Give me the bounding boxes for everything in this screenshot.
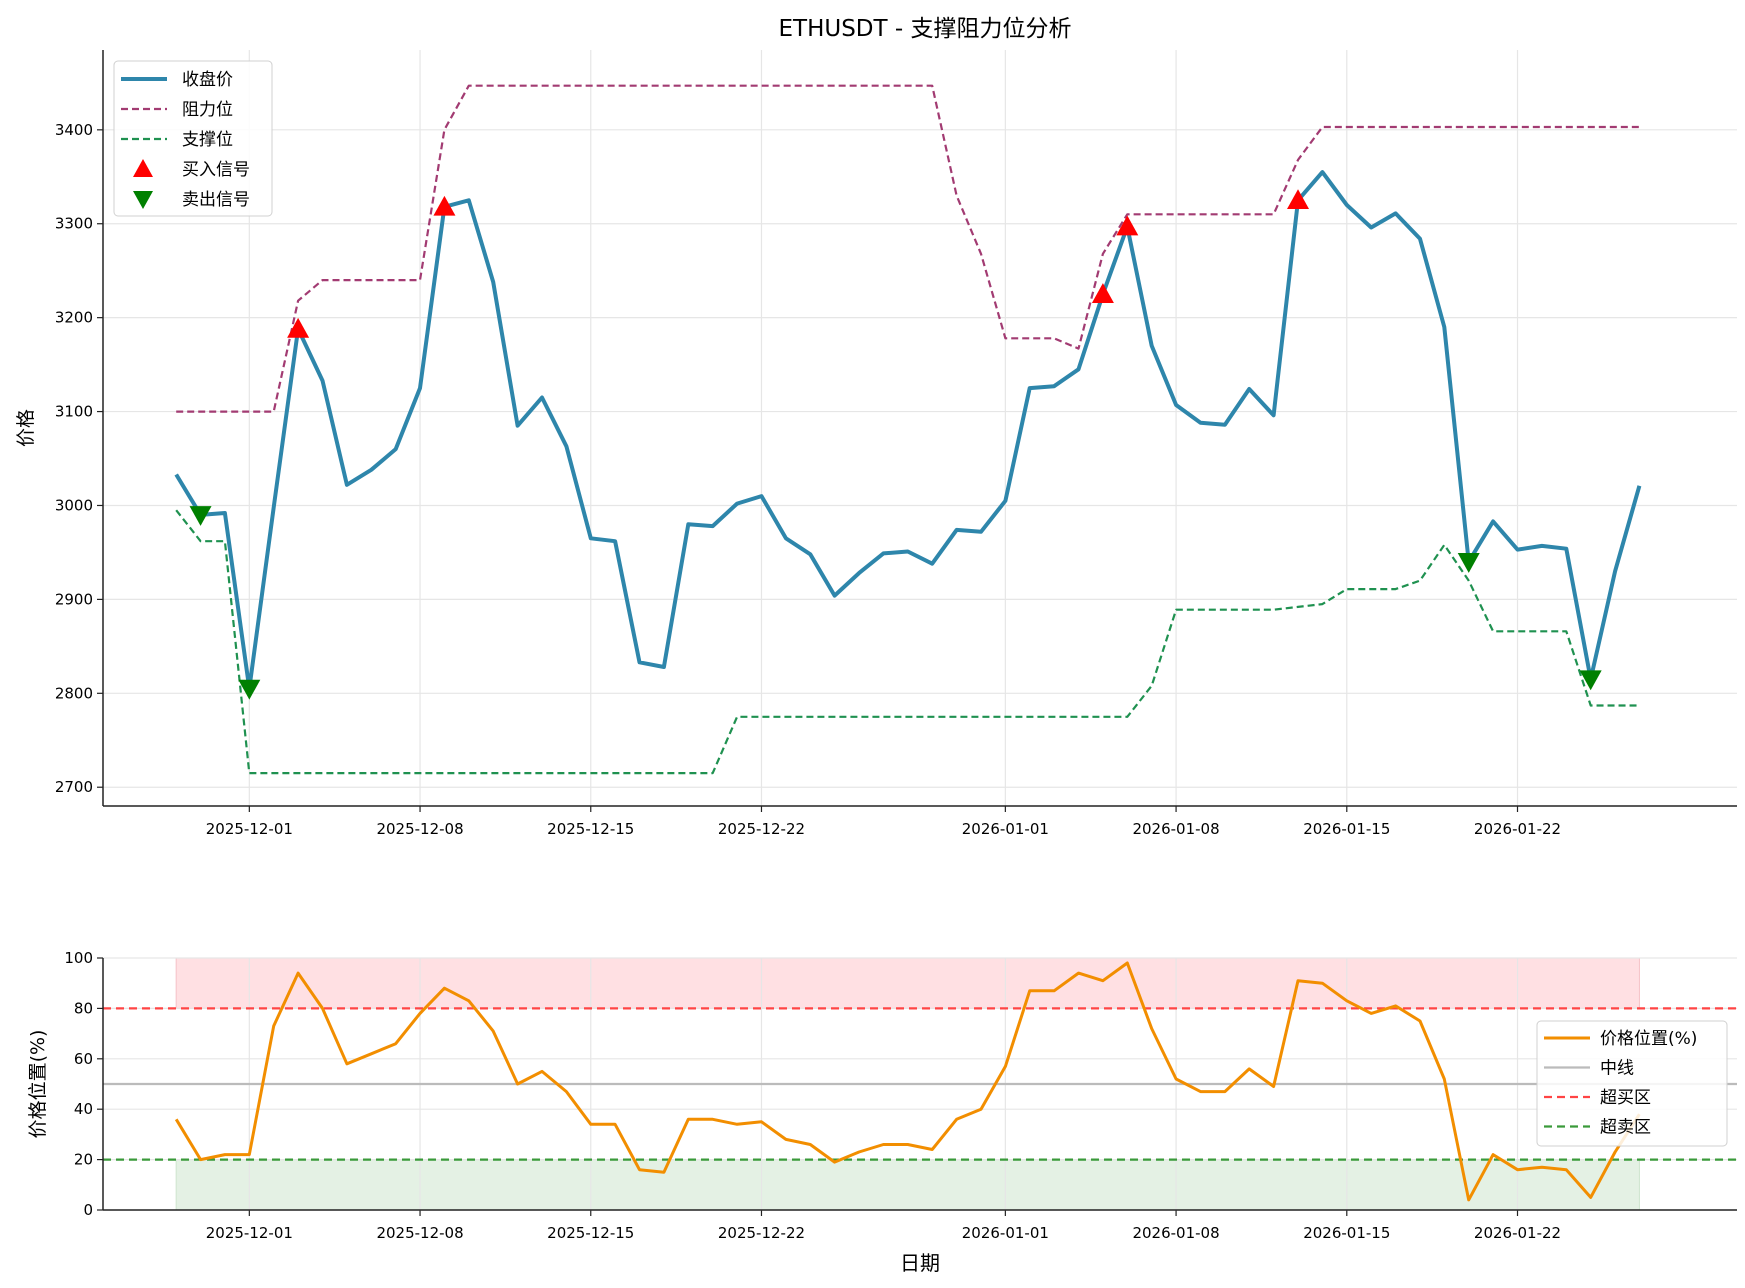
legend-label: 收盘价 (182, 70, 233, 90)
bottom-y-tick-label: 0 (83, 1201, 93, 1219)
series-line-support (175, 509, 1640, 775)
legend-label: 价格位置(%) (1600, 1029, 1697, 1049)
top-x-tick-label: 2026-01-15 (1303, 820, 1390, 838)
legend-box (113, 60, 273, 217)
chart-title: ETHUSDT - 支撑阻力位分析 (779, 16, 1072, 42)
shaded-band (175, 1159, 1640, 1211)
top-y-tick-label: 2700 (55, 778, 93, 796)
legend-box (1536, 1020, 1728, 1147)
bottom-y-tick-label: 80 (74, 999, 93, 1017)
buy-signal-marker (433, 195, 456, 216)
top-y-tick-label: 3100 (55, 403, 93, 421)
bottom-y-tick-label: 40 (74, 1100, 93, 1118)
sell-signal-marker (189, 506, 212, 526)
legend-swatch (133, 191, 153, 209)
top-x-tick-label: 2025-12-22 (718, 820, 805, 838)
top-x-tick-label: 2025-12-01 (206, 820, 293, 838)
bottom-x-tick-label: 2025-12-01 (206, 1224, 293, 1242)
top-x-tick-label: 2026-01-01 (962, 820, 1049, 838)
top-y-tick-label: 3400 (55, 121, 93, 139)
shaded-band (175, 957, 1640, 1009)
bottom-x-tick-label: 2026-01-01 (962, 1224, 1049, 1242)
bottom-y-tick-label: 100 (64, 949, 93, 967)
top-y-tick-label: 2900 (55, 590, 93, 608)
bottom-y-tick-label: 60 (74, 1050, 93, 1068)
bottom-x-tick-label: 2026-01-08 (1132, 1224, 1219, 1242)
legend-label: 中线 (1600, 1059, 1634, 1079)
legend-swatch (133, 159, 153, 177)
series-line-resistance (176, 84, 1640, 413)
bottom-y-tick-label: 20 (74, 1151, 93, 1169)
sell-signal-marker (238, 679, 261, 700)
bottom-x-tick-label: 2025-12-15 (547, 1224, 634, 1242)
sell-signal-marker (1457, 553, 1480, 573)
top-x-tick-label: 2026-01-08 (1132, 820, 1219, 838)
bottom-x-tick-label: 2025-12-08 (376, 1224, 463, 1242)
bottom-x-tick-label: 2026-01-15 (1303, 1224, 1390, 1242)
bottom-x-axis-label: 日期 (900, 1251, 940, 1275)
bottom-x-tick-label: 2025-12-22 (718, 1224, 805, 1242)
top-y-axis-label: 价格 (15, 409, 37, 447)
buy-signal-marker (1116, 215, 1139, 236)
legend-label: 超买区 (1600, 1088, 1651, 1108)
legend-label: 支撑位 (182, 130, 233, 150)
top-y-tick-label: 2800 (55, 684, 93, 702)
series-line-price-position (174, 961, 1641, 1202)
top-y-tick-label: 3200 (55, 309, 93, 327)
top-x-tick-label: 2025-12-15 (547, 820, 634, 838)
top-y-tick-label: 3300 (55, 215, 93, 233)
legend-label: 卖出信号 (182, 190, 250, 210)
legend-label: 买入信号 (182, 160, 250, 180)
buy-signal-marker (287, 317, 310, 338)
legend-label: 超卖区 (1600, 1118, 1651, 1138)
bottom-x-tick-label: 2026-01-22 (1474, 1224, 1561, 1242)
top-x-tick-label: 2026-01-22 (1474, 820, 1561, 838)
legend-label: 阻力位 (182, 100, 233, 120)
top-y-tick-label: 3000 (55, 496, 93, 514)
buy-signal-marker (1091, 283, 1114, 303)
top-x-tick-label: 2025-12-08 (376, 820, 463, 838)
bottom-y-axis-label: 价格位置(%) (27, 1030, 49, 1139)
sell-signal-marker (1579, 670, 1602, 691)
series-line-close (174, 170, 1642, 691)
buy-signal-marker (1287, 189, 1310, 210)
